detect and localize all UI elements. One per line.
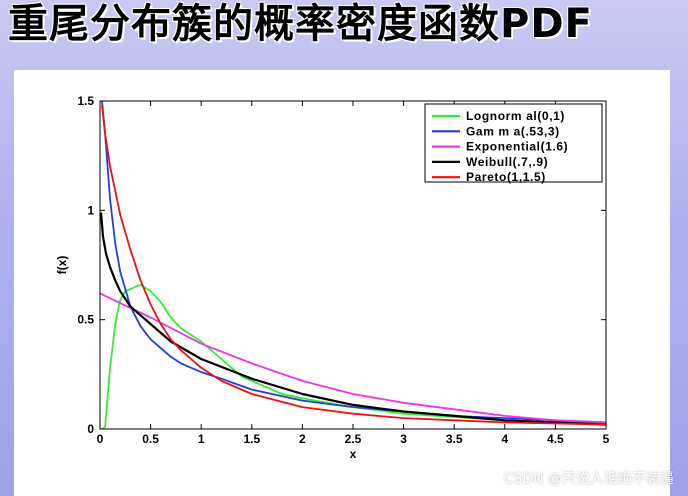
x-tick-label: 5 (603, 432, 610, 446)
slide-title: 重尾分布簇的概率密度函数PDF (8, 1, 593, 47)
x-tick-label: 1.5 (243, 432, 260, 446)
series-lines (99, 100, 607, 430)
y-tick-label: 0.5 (77, 313, 94, 327)
x-tick-label: 0.5 (142, 432, 159, 446)
x-tick-label: 3.5 (446, 432, 463, 446)
series-line-0 (101, 283, 607, 430)
y-tick-label: 1.5 (77, 94, 94, 108)
legend-label-3: Weibull(.7,.9) (466, 155, 548, 169)
legend-label-1: Gam m a(.53,3) (466, 124, 560, 138)
figure-panel: 0 0.5 1 1.5 2 2.5 3 3.5 4 4.5 5 0 0.5 1 1.5 x f(x) Log… (14, 70, 670, 496)
x-tick-label: 0 (97, 432, 104, 446)
x-tick-label: 4.5 (547, 432, 564, 446)
tick-labels: 0 0.5 1 1.5 2 2.5 3 3.5 4 4.5 5 0 0.5 1 1.5 (77, 94, 609, 446)
legend-label-4: Pareto(1,1.5) (466, 170, 546, 184)
x-tick-label: 2.5 (345, 432, 362, 446)
x-tick-label: 2 (299, 432, 306, 446)
series-line-4 (101, 105, 607, 426)
legend-label-0: Lognorm al(0,1) (466, 109, 565, 123)
y-tick-label: 0 (87, 422, 94, 436)
plot-frame (99, 100, 607, 430)
y-axis-label: f(x) (55, 256, 69, 275)
series-line-3 (99, 212, 607, 426)
series-line-2 (99, 292, 607, 424)
x-axis-label: x (350, 447, 357, 461)
csdn-watermark: CSDN @只说人话绝不装逼 (503, 471, 674, 487)
y-tick-label: 1 (87, 203, 94, 217)
x-tick-label: 4 (501, 432, 508, 446)
legend: Lognorm al(0,1)Gam m a(.53,3) Exponential… (424, 103, 603, 184)
x-tick-label: 3 (400, 432, 407, 446)
pdf-chart: 0 0.5 1 1.5 2 2.5 3 3.5 4 4.5 5 0 0.5 1 1.5 x f(x) Log… (55, 94, 610, 461)
x-tick-label: 1 (198, 432, 205, 446)
legend-label-2: Exponential(1.6) (466, 140, 568, 154)
